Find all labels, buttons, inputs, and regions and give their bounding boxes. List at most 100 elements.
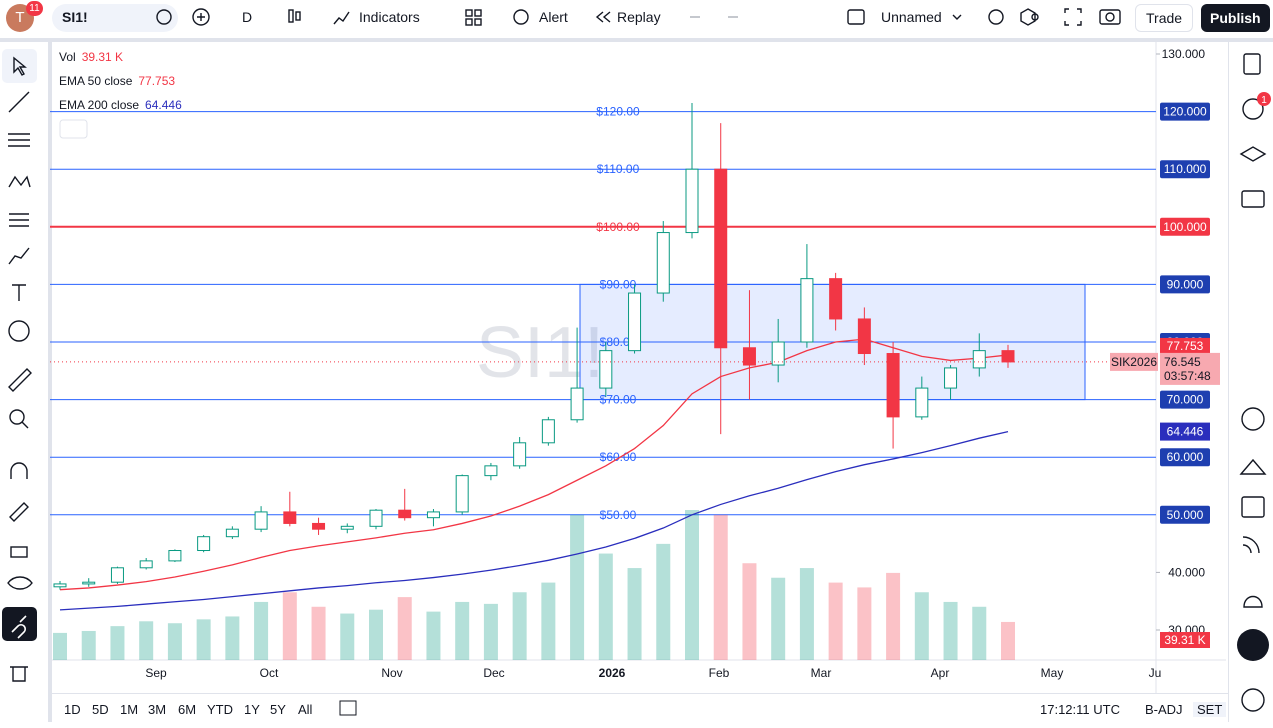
candle-body bbox=[139, 560, 153, 569]
ema200-line bbox=[59, 430, 1009, 611]
replay[interactable]: Replay bbox=[617, 9, 661, 25]
legend-name: EMA 50 close bbox=[59, 74, 133, 88]
line-label: $70.00 bbox=[600, 393, 637, 407]
candle-body bbox=[53, 583, 67, 588]
range-button[interactable]: 5D bbox=[92, 702, 109, 717]
price-axis-label: 110.000 bbox=[1164, 162, 1207, 176]
candle-body bbox=[426, 511, 440, 519]
candle-body bbox=[398, 509, 412, 519]
price-axis-box bbox=[1160, 217, 1210, 236]
candle-body bbox=[340, 525, 354, 530]
ema200-axis-box bbox=[1160, 422, 1210, 441]
candle-body bbox=[570, 387, 584, 421]
line-label: $90.00 bbox=[600, 277, 637, 291]
lock-tool[interactable] bbox=[2, 607, 37, 641]
price-axis-box bbox=[1160, 102, 1210, 121]
volume-bar bbox=[713, 514, 728, 660]
volume-bar bbox=[340, 613, 355, 660]
ema50-axis-box bbox=[1160, 337, 1210, 354]
volume-bar bbox=[656, 543, 671, 660]
lock-icon bbox=[11, 615, 27, 639]
volume-bar bbox=[426, 611, 441, 660]
x-tick-label: Apr bbox=[931, 666, 950, 680]
alert[interactable]: Alert bbox=[539, 9, 568, 25]
volume-bar bbox=[110, 626, 125, 660]
indicators[interactable]: Indicators bbox=[359, 9, 420, 25]
candle-body bbox=[168, 550, 182, 562]
range-button[interactable]: 1D bbox=[64, 702, 81, 717]
bottom-bar: 1D 5D 1M 3M 6M YTD 1Y 5Y All 17:12:11 UTC B-ADJ SET bbox=[50, 693, 1228, 723]
legend-value: 64.446 bbox=[145, 98, 182, 112]
adjust-toggle[interactable]: B-ADJ bbox=[1145, 702, 1183, 717]
countdown: 03:57:48 bbox=[1164, 369, 1211, 383]
candle-body bbox=[283, 511, 297, 524]
line-label: $60.00 bbox=[600, 450, 637, 464]
volume-bar bbox=[254, 601, 269, 660]
left-toolbar bbox=[2, 42, 52, 722]
symbol-box bbox=[1110, 352, 1158, 371]
ema50-line bbox=[59, 338, 1009, 591]
clock[interactable]: 17:12:11 UTC bbox=[1040, 702, 1120, 717]
candle-body bbox=[225, 528, 239, 538]
alert-badge-count: 1 bbox=[1261, 95, 1267, 106]
volume-bar bbox=[799, 568, 814, 660]
selected-tool[interactable] bbox=[2, 49, 37, 83]
candle-body bbox=[369, 509, 383, 527]
volume-bar bbox=[598, 553, 613, 660]
range-button[interactable]: All bbox=[298, 702, 313, 717]
candle-body bbox=[541, 419, 555, 444]
legend-name: EMA 200 close bbox=[59, 98, 139, 112]
range-button[interactable]: 6M bbox=[178, 702, 197, 717]
bottom-icons bbox=[339, 700, 357, 716]
sidebar-icons[interactable] bbox=[1239, 53, 1267, 712]
candle-body bbox=[714, 168, 728, 349]
candle-body bbox=[513, 442, 527, 467]
volume-bar bbox=[369, 609, 383, 660]
x-tick-label: Nov bbox=[381, 666, 402, 680]
candle-body bbox=[455, 475, 469, 513]
range-button[interactable]: 3M bbox=[148, 702, 167, 717]
apps-button[interactable] bbox=[1237, 629, 1269, 661]
candle-body bbox=[656, 232, 670, 294]
line-label: $50.00 bbox=[600, 508, 637, 522]
ema50-axis-label: 77.753 bbox=[1167, 339, 1204, 353]
tool-icons[interactable] bbox=[7, 56, 33, 682]
publish[interactable]: Publish bbox=[1201, 4, 1270, 32]
candle-body bbox=[484, 465, 498, 477]
volume-bar bbox=[225, 616, 240, 660]
volume-bar bbox=[81, 630, 96, 660]
range-button[interactable]: 5Y bbox=[270, 702, 286, 717]
price-axis-box bbox=[1160, 275, 1210, 294]
candle-body bbox=[857, 318, 871, 355]
price-axis-label: 70.000 bbox=[1167, 393, 1204, 407]
symbol-label: SIK2026 bbox=[1111, 355, 1157, 369]
x-tick-label: Sep bbox=[145, 666, 167, 680]
candle-body bbox=[742, 347, 756, 366]
volume-axis-label: 39.31 K bbox=[1164, 633, 1205, 647]
symbol[interactable]: SI1! bbox=[62, 9, 88, 25]
volume-bar bbox=[455, 601, 470, 660]
candle-body bbox=[599, 350, 613, 389]
volume-bar bbox=[857, 587, 872, 660]
price-axis-label: 120.000 bbox=[1163, 105, 1207, 119]
candle-body bbox=[110, 567, 124, 583]
legend-toggle[interactable] bbox=[59, 119, 88, 139]
trade[interactable]: Trade bbox=[1135, 4, 1194, 32]
layout-name[interactable]: Unnamed bbox=[881, 9, 942, 25]
volume-bar bbox=[570, 514, 585, 660]
volume-bar bbox=[397, 597, 412, 660]
legend-value: 39.31 K bbox=[82, 50, 123, 64]
price-axis-box bbox=[1160, 390, 1210, 409]
range-button[interactable]: 1M bbox=[120, 702, 139, 717]
candle-body bbox=[312, 522, 326, 530]
range-button[interactable]: YTD bbox=[207, 702, 233, 717]
candle-body bbox=[685, 168, 699, 234]
volume-bar bbox=[771, 577, 786, 660]
price-axis-box bbox=[1160, 160, 1210, 179]
interval[interactable]: D bbox=[242, 9, 253, 25]
session-toggle[interactable]: SET bbox=[1193, 702, 1227, 717]
volume-bar bbox=[311, 606, 326, 660]
price-axis-label: 100.000 bbox=[1163, 220, 1207, 234]
range-button[interactable]: 1Y bbox=[244, 702, 260, 717]
